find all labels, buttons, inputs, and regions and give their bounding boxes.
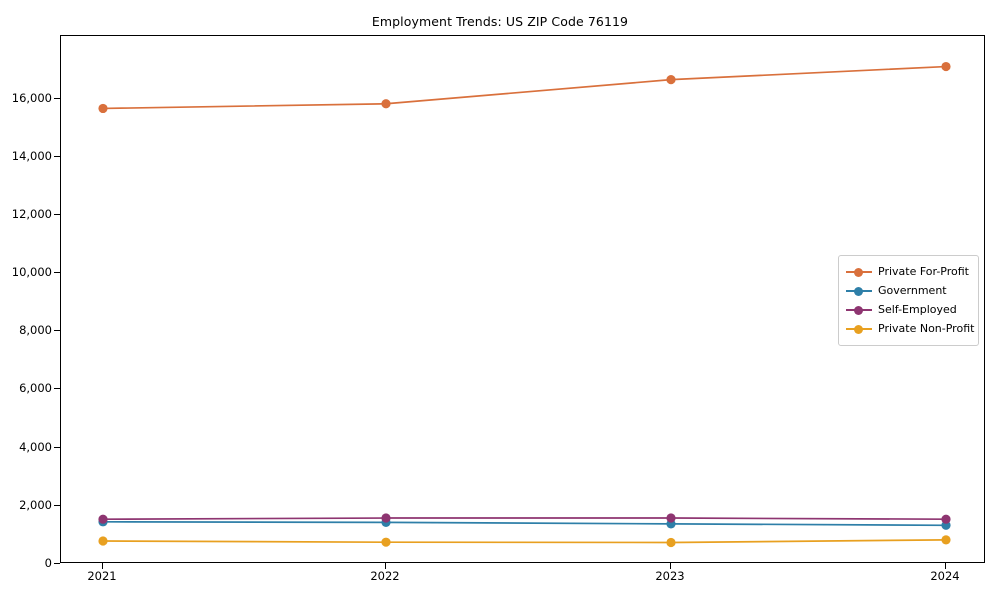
x-axis-tick-mark <box>385 563 386 569</box>
legend-marker-icon <box>846 265 872 279</box>
data-point-marker <box>98 103 108 114</box>
y-axis-tick-mark <box>54 330 60 332</box>
data-point-marker <box>941 61 951 72</box>
x-axis-tick-label: 2024 <box>930 569 960 583</box>
data-point-marker <box>98 536 108 546</box>
data-point-marker <box>941 514 951 524</box>
x-axis-tick-label: 2023 <box>655 569 685 583</box>
x-axis-tick-mark <box>945 563 946 569</box>
y-axis-tick-label: 14,000 <box>11 148 52 163</box>
legend-item[interactable]: Government <box>846 281 971 300</box>
x-axis-tick-label: 2022 <box>370 569 400 583</box>
legend-item-label: Private Non-Profit <box>878 322 975 335</box>
y-axis-tick-mark <box>54 504 60 506</box>
legend-marker-icon <box>846 322 872 336</box>
legend-item-label: Private For-Profit <box>878 265 969 278</box>
y-axis-tick-labels: 0 2,000 4,000 6,000 8,000 10,000 12,000 14,000 1… <box>0 0 52 600</box>
legend-item[interactable]: Private Non-Profit <box>846 319 975 338</box>
y-axis-tick-label: 0 <box>44 556 52 570</box>
y-axis-tick-mark <box>54 388 60 390</box>
y-axis-tick-mark <box>54 97 60 99</box>
series-line <box>102 65 947 110</box>
legend-item[interactable]: Private For-Profit <box>846 262 971 281</box>
series-line <box>102 517 947 521</box>
y-axis-tick-mark <box>54 155 60 157</box>
y-axis-tick-label: 6,000 <box>19 381 52 396</box>
legend-item-label: Self-Employed <box>878 303 957 316</box>
data-point-marker <box>381 99 391 109</box>
y-axis-tick-label: 4,000 <box>19 439 52 454</box>
y-axis-tick-label: 8,000 <box>19 323 52 338</box>
y-axis-tick-label: 12,000 <box>11 206 52 221</box>
series-self-employed <box>98 513 951 524</box>
series-line <box>102 520 947 527</box>
plot-lines <box>98 61 951 548</box>
legend-marker-icon <box>846 303 872 317</box>
chart-title: Employment Trends: US ZIP Code 76119 <box>371 14 629 29</box>
y-axis-tick-mark <box>54 446 60 448</box>
y-axis-tick-mark <box>54 213 60 215</box>
legend-marker-icon <box>846 284 872 298</box>
x-axis-tick-label: 2021 <box>87 569 117 583</box>
plot-area <box>60 35 985 563</box>
y-axis-tick-label: 16,000 <box>11 90 52 105</box>
series-line <box>102 539 947 544</box>
y-axis-tick-label: 2,000 <box>19 497 52 512</box>
y-axis-tick-mark <box>54 272 60 274</box>
series-private-non-profit <box>98 535 951 548</box>
data-point-marker <box>666 537 676 548</box>
data-point-marker <box>666 513 676 523</box>
data-point-marker <box>941 535 951 545</box>
legend-item-label: Government <box>878 284 947 297</box>
y-axis-tick-label: 10,000 <box>11 265 52 280</box>
legend-item[interactable]: Self-Employed <box>846 300 971 319</box>
x-axis-tick-mark <box>670 563 671 569</box>
series-private-for-profit <box>98 61 951 114</box>
data-point-marker <box>381 537 391 547</box>
y-axis-tick-mark <box>54 563 60 564</box>
data-point-marker <box>98 514 108 524</box>
x-axis-tick-mark <box>102 563 103 569</box>
chart-legend: Private For-Profit Government Self-Employe… <box>838 255 979 346</box>
data-point-marker <box>381 513 391 523</box>
data-point-marker <box>666 75 676 85</box>
